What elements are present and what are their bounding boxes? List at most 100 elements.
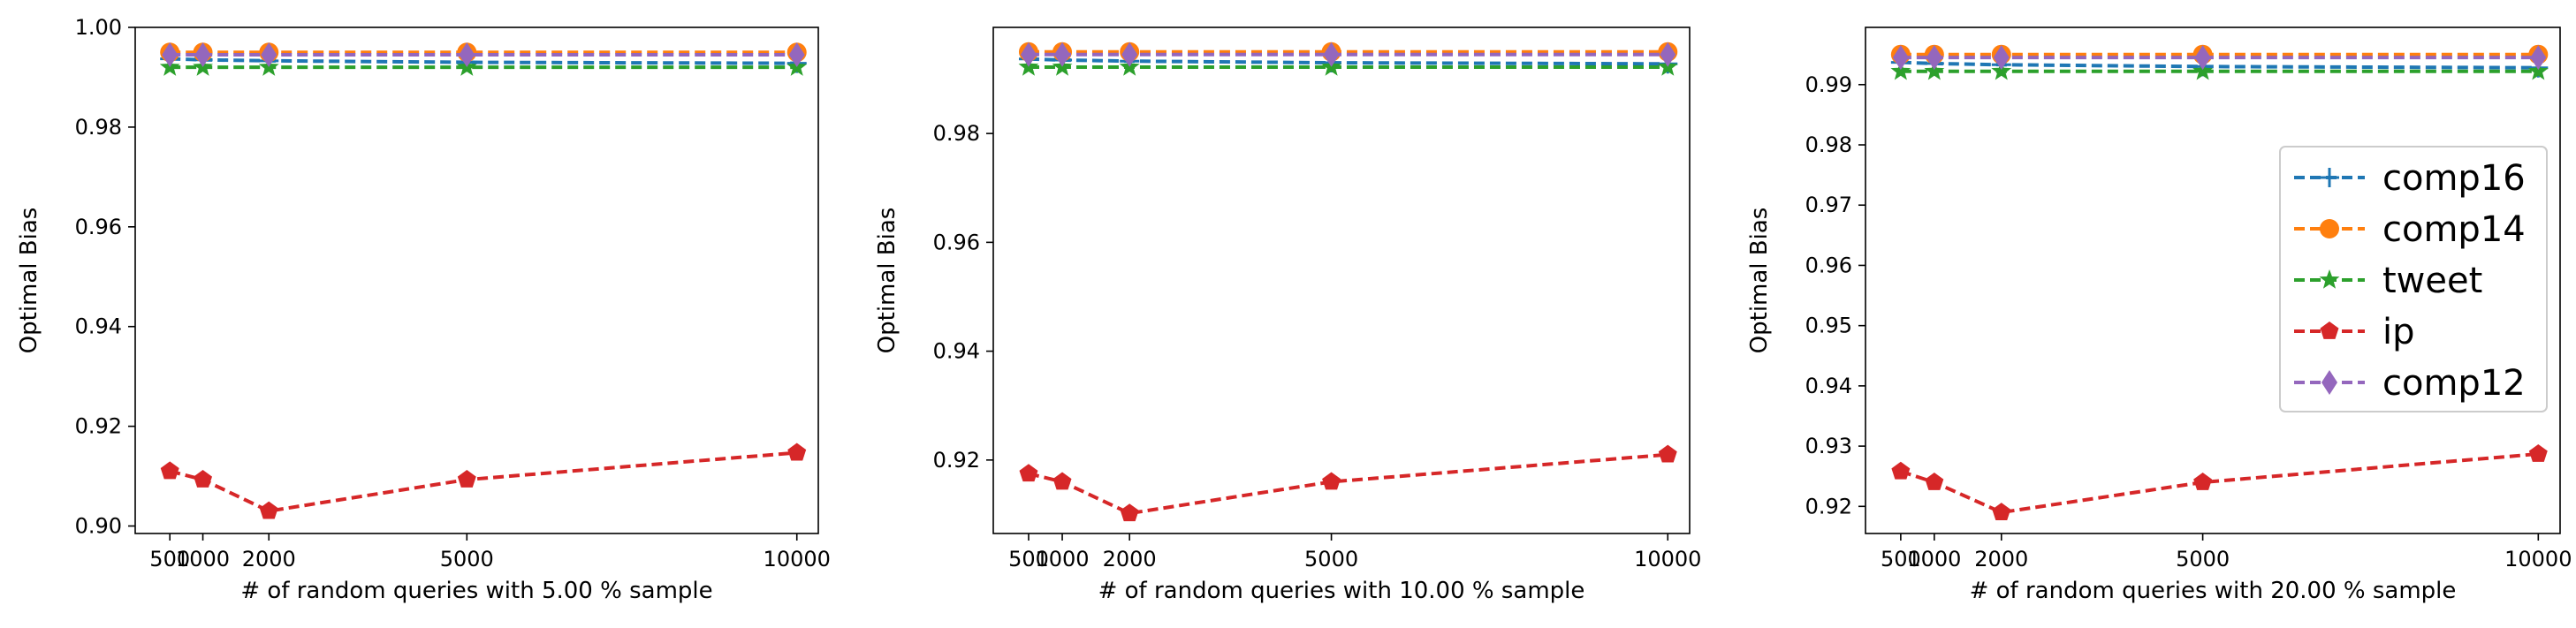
data-point-ip-4 bbox=[787, 443, 807, 461]
legend-label: tweet bbox=[2382, 261, 2482, 301]
data-point-tweet-4 bbox=[2527, 60, 2549, 80]
y-tick-label: 0.97 bbox=[1805, 193, 1852, 217]
legend-swatch-marker bbox=[2319, 269, 2340, 289]
x-tick-label: 5000 bbox=[1304, 547, 1358, 571]
data-point-ip-3 bbox=[2193, 473, 2213, 490]
x-axis-label: # of random queries with 20.00 % sample bbox=[1970, 578, 2457, 604]
data-point-comp12-0 bbox=[162, 42, 179, 68]
legend-label: ip bbox=[2382, 312, 2415, 352]
legend-swatch-marker bbox=[2320, 322, 2339, 339]
data-point-comp12-3 bbox=[1323, 42, 1340, 67]
x-tick-label: 2000 bbox=[1974, 547, 2028, 571]
x-tick-label: 2000 bbox=[1103, 547, 1157, 571]
x-tick-label: 500 bbox=[1881, 547, 1921, 571]
legend: comp16 comp14 tweet ip comp12 bbox=[2279, 146, 2548, 412]
data-point-ip-0 bbox=[1891, 461, 1911, 480]
legend-item-tweet: tweet bbox=[2294, 261, 2482, 301]
x-axis-label: # of random queries with 10.00 % sample bbox=[1098, 578, 1585, 604]
y-tick-label: 0.92 bbox=[75, 414, 122, 439]
legend-swatch-marker bbox=[2320, 219, 2339, 238]
y-tick-label: 0.92 bbox=[1805, 494, 1852, 518]
x-tick-label: 5000 bbox=[440, 547, 494, 571]
x-tick-label: 500 bbox=[1008, 547, 1049, 571]
x-tick-label: 1000 bbox=[1907, 547, 1961, 571]
legend-box bbox=[2279, 146, 2548, 412]
data-point-ip-3 bbox=[1322, 472, 1341, 490]
data-point-ip-1 bbox=[1052, 472, 1072, 490]
plot-area bbox=[993, 27, 1690, 533]
y-tick-label: 0.96 bbox=[933, 230, 980, 254]
data-point-ip-2 bbox=[1120, 503, 1139, 522]
legend-label: comp14 bbox=[2382, 209, 2526, 250]
plot-frame bbox=[1865, 26, 2561, 534]
plot-frame bbox=[134, 26, 819, 534]
y-tick-label: 0.95 bbox=[1805, 314, 1852, 338]
y-tick-label: 0.96 bbox=[75, 215, 122, 239]
data-point-comp12-4 bbox=[1660, 42, 1676, 67]
plot-area bbox=[135, 27, 818, 533]
legend-item-ip: ip bbox=[2294, 312, 2415, 352]
x-tick-label: 500 bbox=[149, 547, 190, 571]
legend-item-comp16: comp16 bbox=[2294, 158, 2526, 199]
series-line-ip bbox=[1900, 451, 2539, 515]
data-point-comp12-3 bbox=[2194, 45, 2211, 71]
legend-label: comp12 bbox=[2382, 363, 2526, 404]
data-point-comp12-0 bbox=[1020, 42, 1037, 67]
legend-item-comp14: comp14 bbox=[2294, 209, 2526, 250]
data-point-ip-2 bbox=[259, 501, 278, 519]
y-tick-label: 1.00 bbox=[75, 15, 122, 40]
data-point-comp12-2 bbox=[261, 42, 277, 68]
series-group bbox=[1018, 42, 1678, 522]
data-point-ip-1 bbox=[194, 470, 213, 488]
data-point-ip-3 bbox=[457, 470, 476, 488]
y-tick-label: 0.98 bbox=[933, 121, 980, 146]
x-tick-label: 1000 bbox=[176, 547, 230, 571]
x-tick-label: 5000 bbox=[2176, 547, 2230, 571]
data-point-tweet-2 bbox=[1991, 60, 2012, 80]
y-tick-label: 0.94 bbox=[933, 339, 980, 364]
x-tick-label: 10000 bbox=[764, 547, 831, 571]
plot-frame bbox=[992, 26, 1691, 534]
x-tick-label: 2000 bbox=[242, 547, 296, 571]
data-point-comp12-3 bbox=[459, 42, 475, 68]
x-tick-label: 10000 bbox=[2504, 547, 2572, 571]
series-line-ip bbox=[1028, 452, 1668, 516]
y-tick-label: 0.92 bbox=[933, 448, 980, 473]
x-tick-label: 10000 bbox=[1634, 547, 1701, 571]
data-point-ip-2 bbox=[1992, 503, 2011, 521]
legend-item-comp12: comp12 bbox=[2294, 363, 2526, 404]
y-tick-label: 0.98 bbox=[1805, 132, 1852, 157]
y-axis-label: Optimal Bias bbox=[1746, 208, 1773, 354]
series-group bbox=[159, 42, 808, 519]
data-point-comp12-0 bbox=[1892, 45, 1909, 71]
x-tick-label: 1000 bbox=[1035, 547, 1089, 571]
data-point-comp12-1 bbox=[1926, 45, 1942, 71]
legend-label: comp16 bbox=[2382, 158, 2526, 199]
data-point-comp12-1 bbox=[1054, 42, 1071, 67]
data-point-tweet-1 bbox=[1924, 60, 1945, 80]
series-group bbox=[1890, 44, 2549, 521]
data-point-tweet-3 bbox=[2192, 60, 2214, 80]
data-point-comp12-1 bbox=[194, 42, 211, 68]
data-point-comp12-4 bbox=[2530, 45, 2547, 71]
legend-swatch-marker bbox=[2320, 168, 2339, 187]
x-axis-label: # of random queries with 5.00 % sample bbox=[240, 578, 712, 604]
data-point-ip-1 bbox=[1925, 473, 1944, 490]
y-tick-label: 0.94 bbox=[75, 314, 122, 339]
legend-swatch-marker bbox=[2321, 370, 2337, 395]
y-tick-label: 0.99 bbox=[1805, 72, 1852, 97]
y-tick-label: 0.90 bbox=[75, 514, 122, 539]
series-line-ip bbox=[169, 450, 797, 513]
y-tick-label: 0.98 bbox=[75, 115, 122, 140]
data-point-tweet-0 bbox=[1890, 60, 1911, 80]
y-tick-label: 0.93 bbox=[1805, 434, 1852, 458]
y-tick-label: 0.94 bbox=[1805, 374, 1852, 398]
data-point-comp12-2 bbox=[1121, 42, 1138, 67]
data-point-comp12-2 bbox=[1993, 45, 2010, 71]
y-tick-label: 0.96 bbox=[1805, 253, 1852, 277]
y-axis-label: Optimal Bias bbox=[16, 208, 42, 354]
data-point-comp12-4 bbox=[788, 42, 805, 68]
